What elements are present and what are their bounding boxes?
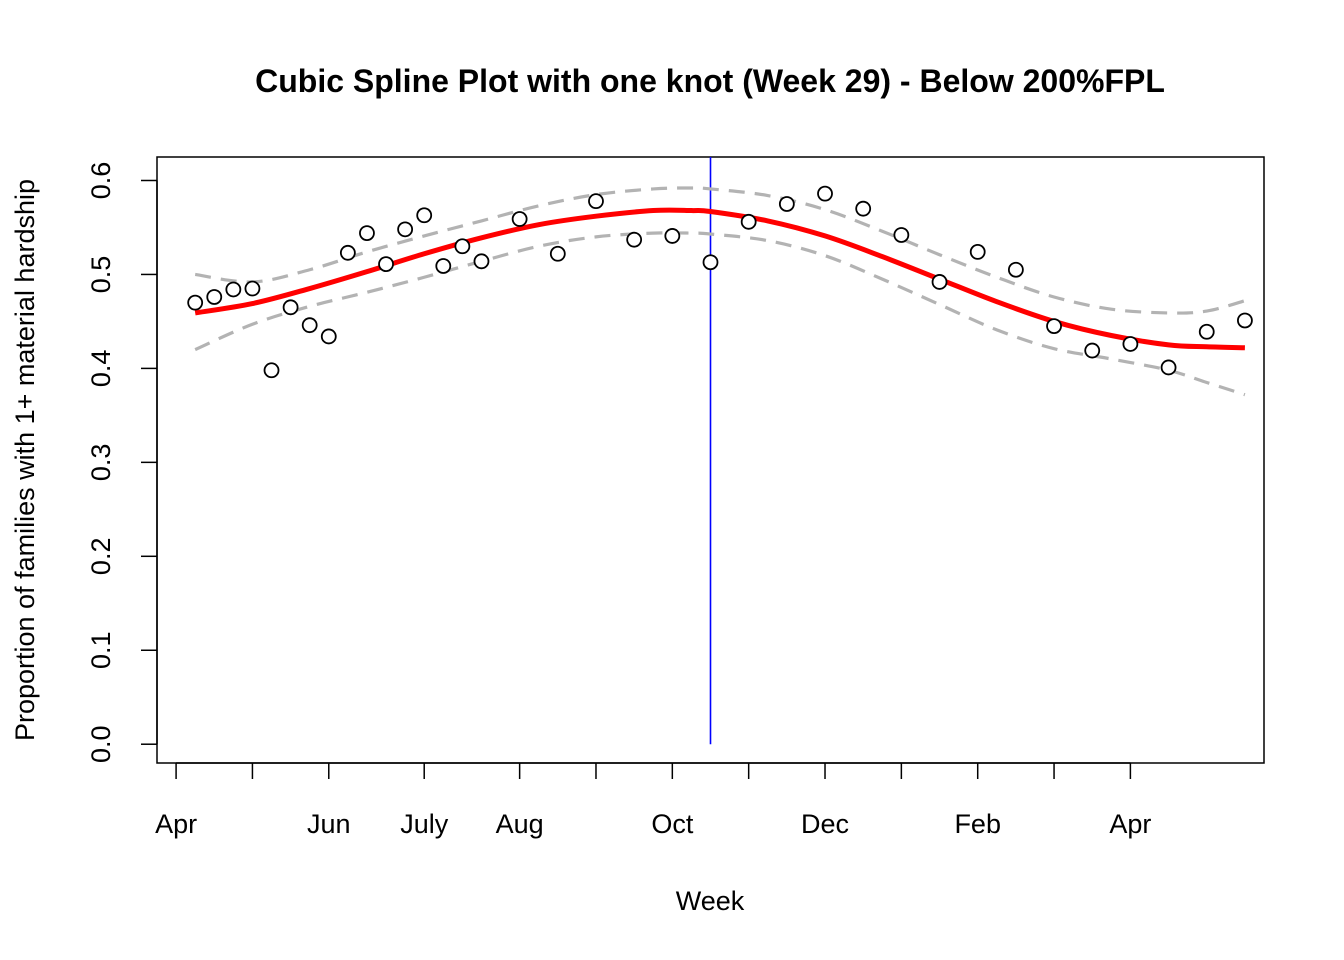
y-tick-label: 0.1: [86, 631, 116, 669]
x-tick-label: Oct: [651, 809, 694, 839]
data-point: [1007, 261, 1024, 278]
y-tick-label: 0.3: [86, 444, 116, 482]
data-point: [187, 294, 204, 311]
x-axis: Apr Jun July Aug Oct Dec Feb Apr: [155, 762, 1151, 839]
data-point: [588, 193, 604, 210]
data-point: [1122, 336, 1139, 352]
data-point: [969, 243, 986, 260]
data-point: [263, 362, 280, 379]
x-tick-label: Jun: [307, 809, 351, 839]
x-tick-label: July: [400, 809, 449, 839]
data-point: [893, 227, 910, 243]
data-point: [473, 253, 490, 270]
x-tick-label: Aug: [496, 809, 544, 839]
y-tick-label: 0.5: [86, 256, 116, 294]
data-point: [1237, 312, 1253, 329]
data-point: [1160, 359, 1177, 376]
data-point: [339, 244, 356, 261]
data-point: [454, 238, 471, 255]
data-point: [225, 281, 242, 298]
y-tick-label: 0.6: [86, 162, 116, 200]
data-point: [855, 200, 872, 217]
data-point: [378, 256, 394, 273]
y-tick-label: 0.0: [86, 725, 116, 763]
data-point: [1198, 323, 1215, 340]
data-point: [435, 258, 452, 274]
data-point: [282, 299, 299, 316]
data-point: [244, 280, 261, 297]
data-point: [1046, 318, 1062, 335]
data-point: [702, 254, 719, 271]
data-point: [626, 231, 643, 248]
upper-ci-line: [194, 186, 1246, 315]
data-point: [206, 289, 223, 305]
data-point: [359, 225, 375, 242]
x-tick-label: Apr: [1109, 809, 1151, 839]
data-point: [817, 185, 833, 202]
data-point: [320, 328, 337, 345]
data-point: [1084, 342, 1101, 359]
y-tick-label: 0.2: [86, 538, 116, 576]
y-tick-label: 0.4: [86, 350, 116, 388]
data-point: [416, 207, 433, 224]
data-point: [301, 317, 318, 334]
data-point: [664, 228, 681, 244]
data-point: [549, 245, 566, 262]
data-point: [397, 221, 414, 238]
data-point: [931, 274, 948, 290]
x-axis-label: Week: [676, 886, 745, 916]
spline-fit-line: [194, 207, 1245, 351]
plot-area: [187, 157, 1253, 745]
x-tick-label: Feb: [954, 809, 1001, 839]
data-point: [511, 211, 528, 227]
x-tick-label: Dec: [801, 809, 849, 839]
y-axis-label: Proportion of families with 1+ material …: [10, 179, 40, 741]
data-point: [778, 196, 795, 212]
y-axis: 0.0 0.1 0.2 0.3 0.4 0.5 0.6: [86, 162, 158, 763]
chart-title: Cubic Spline Plot with one knot (Week 29…: [255, 63, 1165, 99]
data-point: [740, 213, 757, 230]
x-tick-label: Apr: [155, 809, 197, 839]
